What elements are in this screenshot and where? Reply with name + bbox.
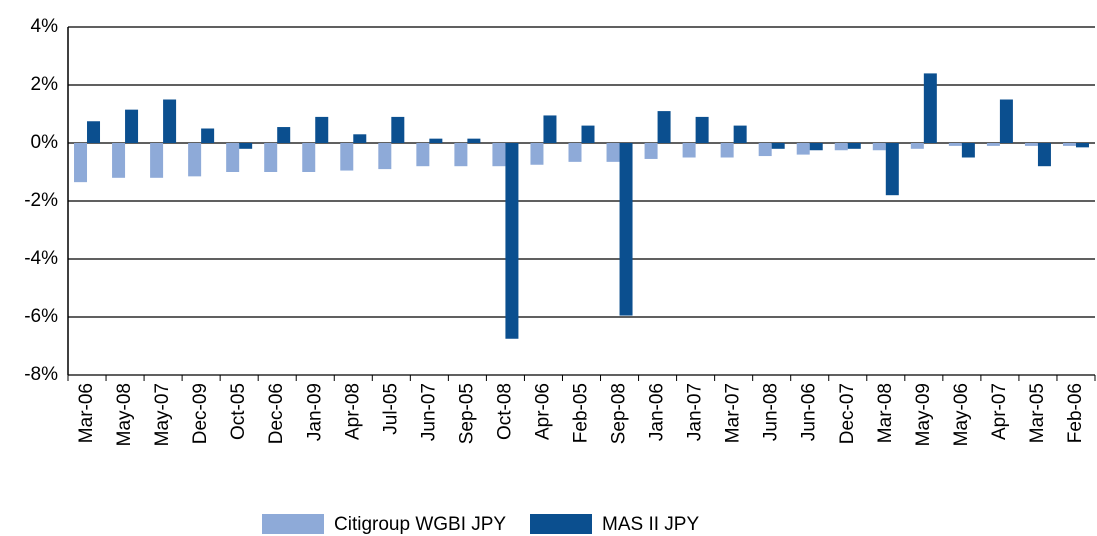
bar (606, 143, 620, 162)
bar (796, 143, 810, 155)
bar (847, 143, 861, 149)
bar (378, 143, 392, 170)
x-tick-label: Mar-08 (875, 383, 896, 443)
bar (581, 125, 595, 143)
y-tick-label: -4% (24, 248, 58, 269)
bar (530, 143, 544, 165)
x-tick-label: Jan-07 (685, 383, 706, 441)
bar (1037, 143, 1051, 167)
bar (74, 143, 88, 183)
bar (758, 143, 772, 157)
bar (315, 116, 329, 143)
bar (454, 143, 468, 167)
bar (226, 143, 240, 172)
bar (682, 143, 696, 158)
x-tick-label: Mar-05 (1027, 383, 1048, 443)
y-tick-label: -8% (24, 364, 58, 385)
bar (467, 138, 481, 143)
bar (112, 143, 126, 178)
bar (505, 143, 519, 339)
bar (961, 143, 975, 158)
bar (429, 138, 443, 143)
bar (340, 143, 354, 171)
bar (720, 143, 734, 158)
bar (568, 143, 582, 162)
bar (239, 143, 253, 149)
bar (201, 128, 215, 143)
bar (416, 143, 430, 167)
bar (923, 73, 937, 143)
bar (1062, 143, 1076, 146)
bar (809, 143, 823, 151)
x-tick-label: Dec-09 (190, 383, 211, 444)
x-tick-label: Mar-06 (76, 383, 97, 443)
bar (87, 121, 101, 143)
bar (277, 127, 291, 143)
x-tick-label: May-09 (913, 383, 934, 446)
x-tick-label: Jun-06 (799, 383, 820, 441)
bar (657, 111, 671, 143)
x-tick-label: Oct-05 (228, 383, 249, 440)
bar (619, 143, 633, 316)
y-tick-label: 0% (31, 132, 59, 153)
legend-label: MAS II JPY (602, 514, 699, 535)
x-tick-label: Dec-07 (837, 383, 858, 444)
x-tick-label: Jul-05 (380, 383, 401, 435)
bar (910, 143, 924, 149)
bar (999, 99, 1013, 143)
bar (771, 143, 785, 149)
x-tick-label: Jun-07 (418, 383, 439, 441)
bar (125, 109, 139, 143)
x-tick-label: Sep-08 (609, 383, 630, 444)
bar (353, 134, 367, 143)
bar (188, 143, 202, 177)
bar (163, 99, 177, 143)
x-tick-label: Apr-06 (532, 383, 553, 440)
legend-swatch (530, 514, 592, 534)
bar (302, 143, 316, 172)
legend-label: Citigroup WGBI JPY (334, 514, 506, 535)
y-tick-label: 4% (31, 16, 59, 37)
x-tick-label: Apr-07 (989, 383, 1010, 440)
bar (885, 143, 899, 196)
bar (644, 143, 658, 159)
y-tick-label: 2% (31, 74, 59, 95)
x-tick-label: Mar-07 (723, 383, 744, 443)
x-tick-label: May-08 (114, 383, 135, 446)
bar (948, 143, 962, 146)
bar (264, 143, 278, 172)
x-tick-label: Jan-06 (647, 383, 668, 441)
x-tick-label: Feb-05 (571, 383, 592, 443)
bar (543, 115, 557, 143)
x-tick-label: May-07 (152, 383, 173, 446)
y-tick-label: -6% (24, 306, 58, 327)
x-tick-label: Apr-08 (342, 383, 363, 440)
x-tick-label: May-06 (951, 383, 972, 446)
bar (695, 116, 709, 143)
legend-swatch (262, 514, 324, 534)
x-tick-label: Sep-05 (456, 383, 477, 444)
bar (733, 125, 747, 143)
bar (834, 143, 848, 151)
bar (986, 143, 1000, 146)
bar (150, 143, 164, 178)
bar (872, 143, 886, 151)
bar (492, 143, 506, 167)
bar (1024, 143, 1038, 146)
y-tick-label: -2% (24, 190, 58, 211)
bar (391, 116, 405, 143)
x-tick-label: Dec-06 (266, 383, 287, 444)
x-tick-label: Feb-06 (1065, 383, 1086, 443)
bar (1075, 143, 1089, 148)
x-tick-label: Jun-08 (761, 383, 782, 441)
x-tick-label: Oct-08 (494, 383, 515, 440)
x-tick-label: Jan-09 (304, 383, 325, 441)
